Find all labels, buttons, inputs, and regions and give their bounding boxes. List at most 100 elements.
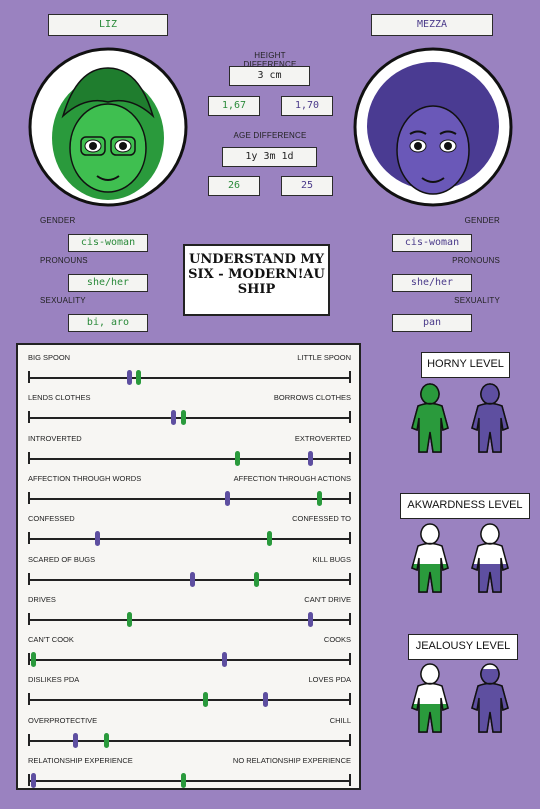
age-diff-value: 1y 3m 1d xyxy=(222,147,317,167)
scale-right-label: BORROWS CLOTHES xyxy=(273,393,351,403)
mezza-marker xyxy=(190,571,196,587)
scale-end-cap xyxy=(349,733,351,746)
scale-left-label: LENDS CLOTHES xyxy=(28,393,91,403)
scale-end-cap xyxy=(28,774,30,786)
mezza-marker xyxy=(126,370,132,385)
scale-end-cap xyxy=(349,371,351,383)
scale-end-cap xyxy=(28,653,30,666)
scales-panel: BIG SPOON LITTLE SPOON LENDS CLOTHES BORROW… xyxy=(16,343,361,790)
pronouns-label-left: PRONOUNS xyxy=(40,256,88,265)
gender-right: cis-woman xyxy=(392,234,472,252)
liz-figure xyxy=(408,662,452,739)
scale-left-label: OVERPROTECTIVE xyxy=(28,715,98,725)
scale-right-label: CONFESSED TO xyxy=(292,514,351,524)
height-left: 1,67 xyxy=(208,96,260,116)
scale-line xyxy=(28,538,351,541)
mezza-marker xyxy=(263,692,269,708)
scale-end-cap xyxy=(349,693,351,706)
scale-end-cap xyxy=(28,491,30,504)
scale-right-label: EXTROVERTED xyxy=(294,433,351,443)
liz-marker xyxy=(317,490,323,506)
scale-end-cap xyxy=(28,411,30,424)
age-right: 25 xyxy=(281,176,333,196)
mezza-figure xyxy=(468,382,512,459)
mezza-figure xyxy=(468,522,512,599)
avatar-mezza xyxy=(352,46,514,208)
liz-figure xyxy=(408,382,452,459)
scale-line xyxy=(28,497,351,500)
pronouns-left: she/her xyxy=(68,274,148,292)
mezza-marker xyxy=(225,490,231,506)
scale-row: DISLIKES PDA LOVES PDA xyxy=(28,673,351,713)
liz-marker xyxy=(31,652,37,668)
avatar-liz xyxy=(27,46,189,208)
sexuality-label-right: SEXUALITY xyxy=(454,296,500,305)
gender-label-right: GENDER xyxy=(464,216,500,225)
gender-label-left: GENDER xyxy=(40,216,76,225)
height-right: 1,70 xyxy=(281,96,333,116)
scale-end-cap xyxy=(28,371,30,383)
scale-end-cap xyxy=(28,572,30,585)
mezza-marker xyxy=(94,531,100,547)
age-diff-label: AGE DIFFERENCE xyxy=(233,131,307,140)
scale-line xyxy=(28,659,351,662)
mezza-marker xyxy=(307,450,313,466)
level-label: JEALOUSY LEVEL xyxy=(408,634,518,660)
age-left: 26 xyxy=(208,176,260,196)
scale-line xyxy=(28,780,351,782)
mezza-marker xyxy=(171,410,177,426)
scale-left-label: CAN'T COOK xyxy=(28,635,74,645)
scale-line xyxy=(28,377,351,379)
liz-marker xyxy=(266,531,272,547)
height-diff-value: 3 cm xyxy=(229,66,310,86)
mezza-marker xyxy=(221,652,227,668)
scale-left-label: AFFECTION THROUGH WORDS xyxy=(28,473,142,483)
liz-marker xyxy=(253,571,259,587)
mezza-figure xyxy=(468,662,512,739)
liz-figure xyxy=(408,522,452,599)
gender-left: cis-woman xyxy=(68,234,148,252)
scale-end-cap xyxy=(349,774,351,786)
scale-left-label: DRIVES xyxy=(28,594,56,604)
scale-left-label: DISLIKES PDA xyxy=(28,675,80,685)
scale-end-cap xyxy=(349,491,351,504)
scale-row: LENDS CLOTHES BORROWS CLOTHES xyxy=(28,391,351,431)
mezza-marker xyxy=(307,611,313,627)
scale-row: CONFESSED CONFESSED TO xyxy=(28,512,351,552)
scale-row: SCARED OF BUGS KILL BUGS xyxy=(28,553,351,593)
scale-end-cap xyxy=(349,612,351,625)
scale-row: AFFECTION THROUGH WORDS AFFECTION THROUGH… xyxy=(28,472,351,512)
scale-right-label: COOKS xyxy=(323,635,351,645)
level-label: HORNY LEVEL xyxy=(421,352,510,378)
scale-end-cap xyxy=(349,451,351,464)
liz-marker xyxy=(180,410,186,426)
scale-row: BIG SPOON LITTLE SPOON xyxy=(28,351,351,391)
scale-end-cap xyxy=(349,411,351,424)
scale-end-cap xyxy=(28,451,30,464)
scale-end-cap xyxy=(28,532,30,545)
scale-line xyxy=(28,739,351,742)
scale-line xyxy=(28,417,351,420)
height-diff-label: HEIGHT DIFFERENCE xyxy=(243,51,297,69)
scale-end-cap xyxy=(28,612,30,625)
scale-line xyxy=(28,699,351,702)
liz-marker xyxy=(136,370,142,385)
liz-marker xyxy=(202,692,208,708)
scale-row: CAN'T COOK COOKS xyxy=(28,633,351,673)
sexuality-right: pan xyxy=(392,314,472,332)
scale-row: RELATIONSHIP EXPERIENCE NO RELATIONSHIP E… xyxy=(28,754,351,794)
scale-left-label: BIG SPOON xyxy=(28,353,71,362)
mezza-marker xyxy=(31,773,37,788)
scale-end-cap xyxy=(28,693,30,706)
page-title: UNDERSTAND MY SIX - MODERN!AU SHIP xyxy=(183,244,330,316)
liz-marker xyxy=(180,773,186,788)
sexuality-label-left: SEXUALITY xyxy=(40,296,86,305)
scale-right-label: CHILL xyxy=(329,715,351,725)
scale-left-label: RELATIONSHIP EXPERIENCE xyxy=(28,756,133,765)
name-left: LIZ xyxy=(48,14,168,36)
scale-right-label: LOVES PDA xyxy=(308,675,351,685)
scale-end-cap xyxy=(349,532,351,545)
pronouns-right: she/her xyxy=(392,274,472,292)
scale-right-label: NO RELATIONSHIP EXPERIENCE xyxy=(232,756,351,765)
pronouns-label-right: PRONOUNS xyxy=(452,256,500,265)
